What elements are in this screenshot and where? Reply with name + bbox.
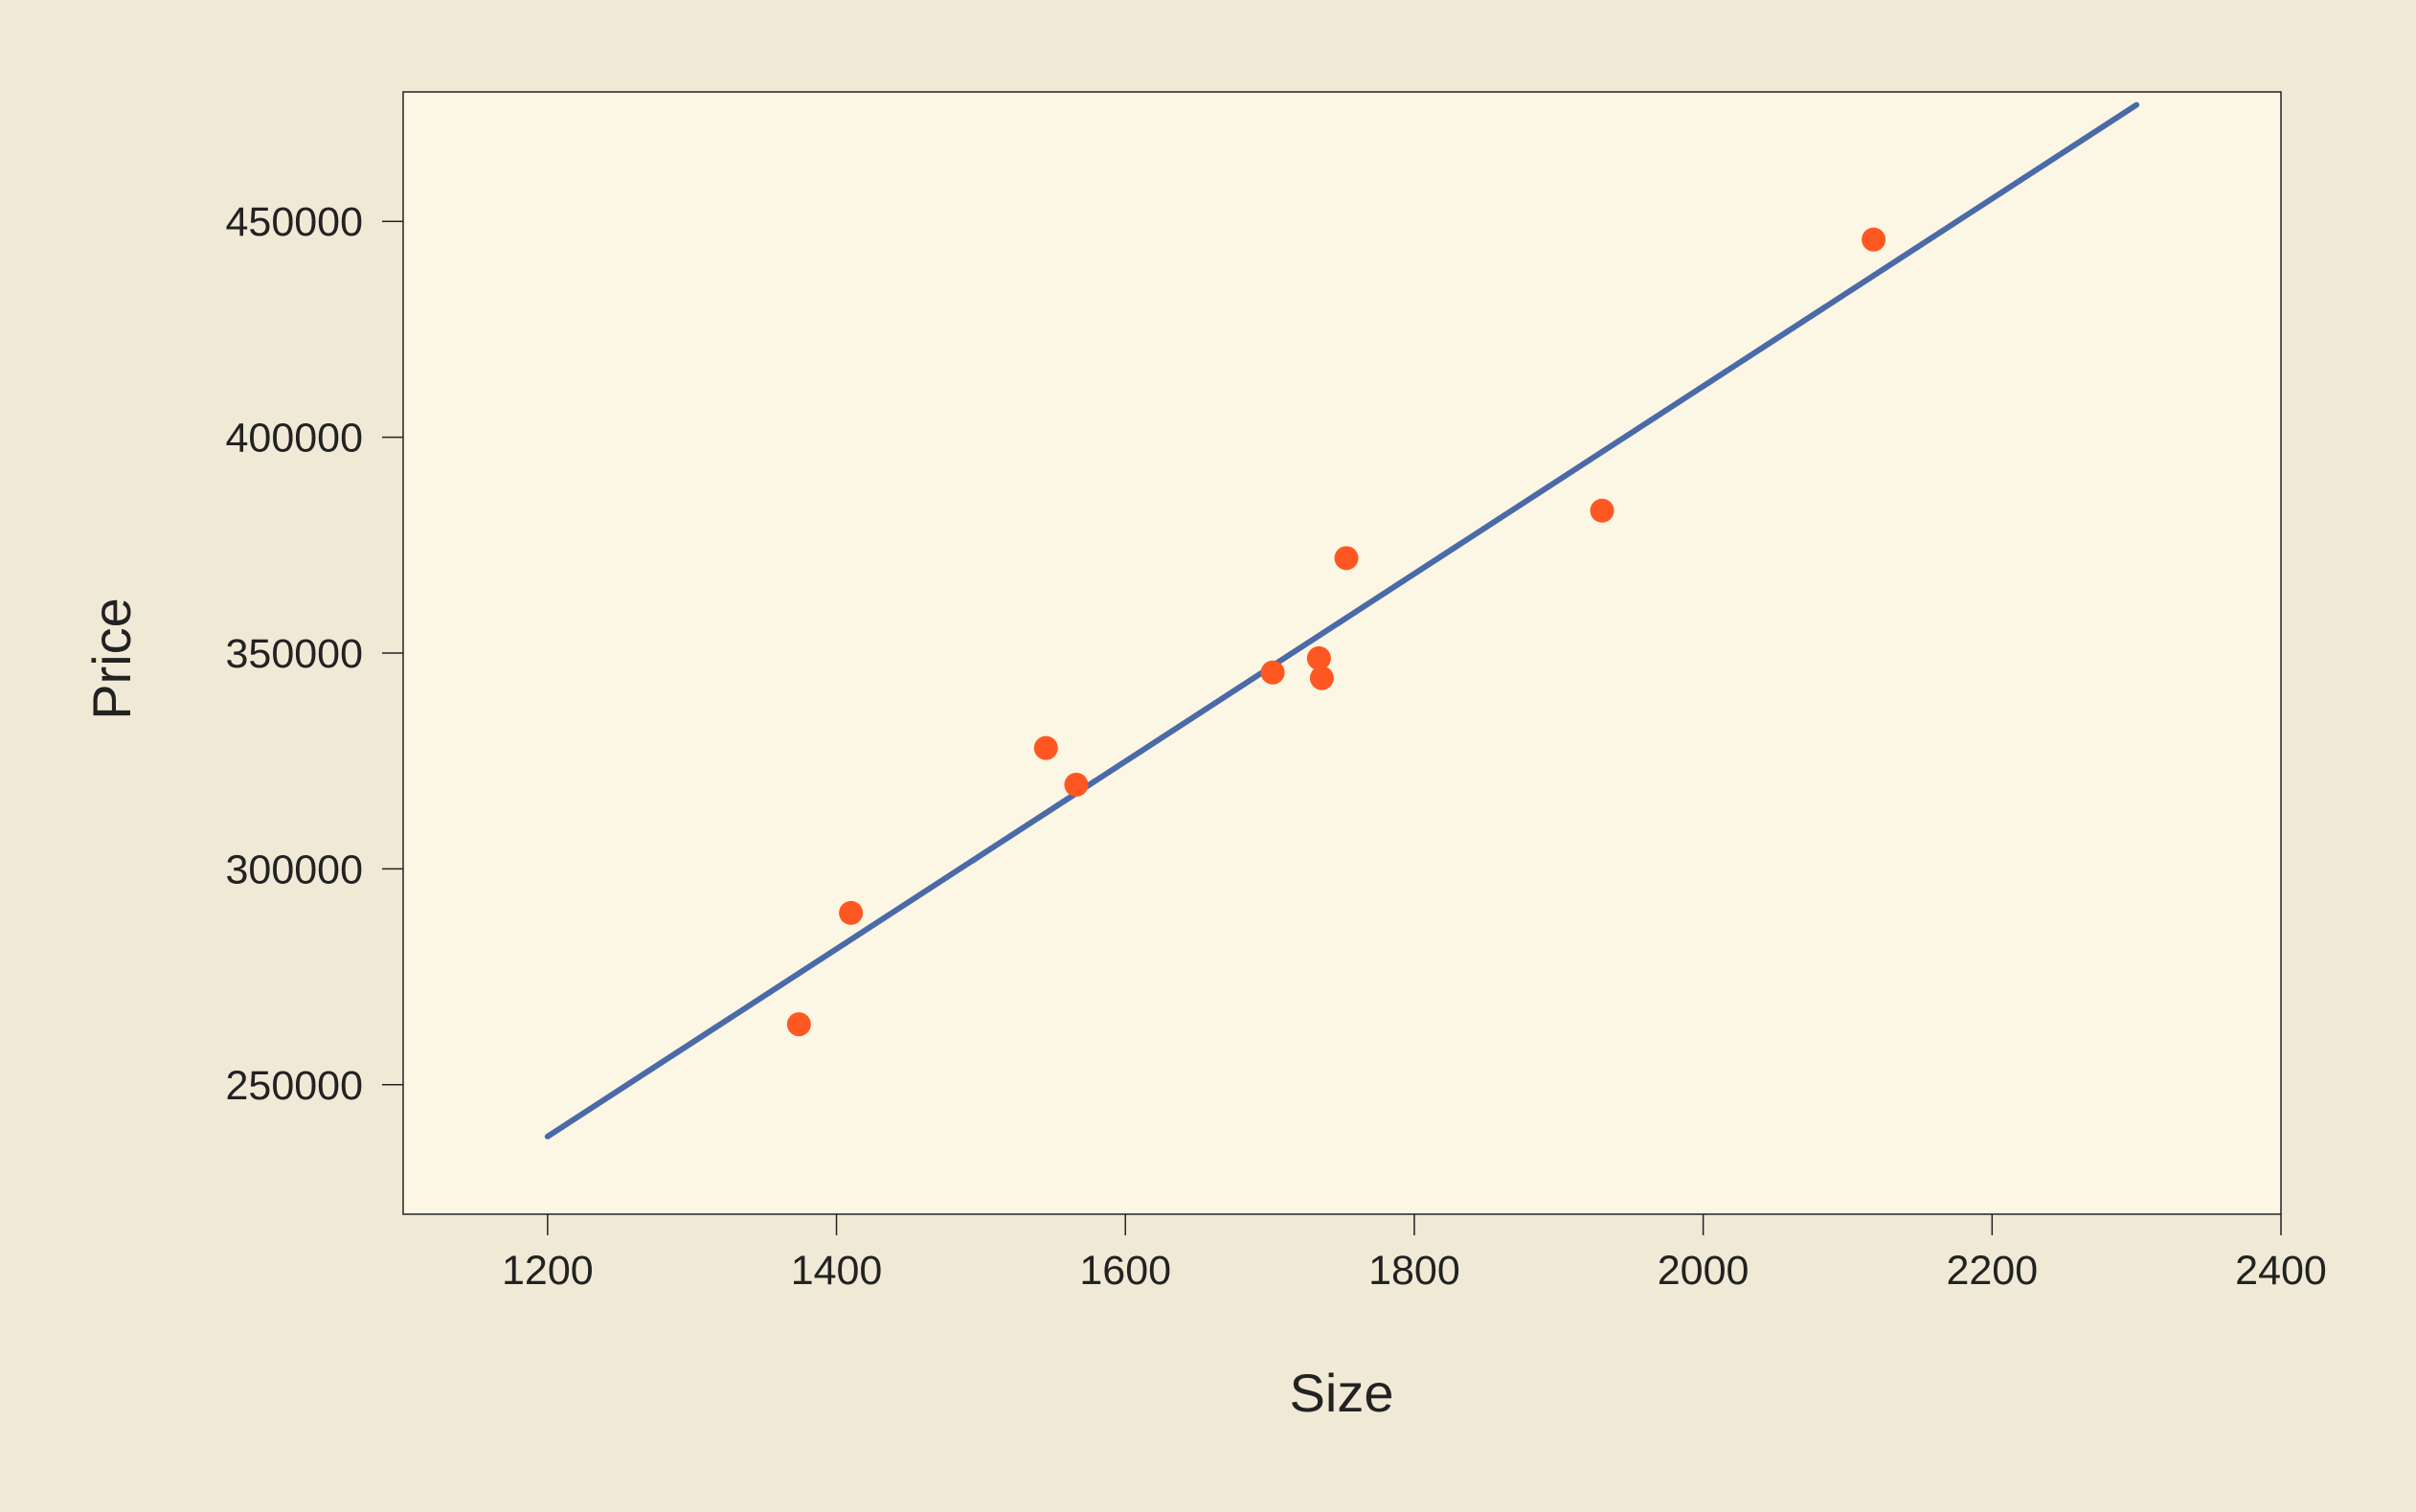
x-tick-label: 1600 [1079,1248,1171,1294]
data-point [1033,735,1058,760]
y-tick-label: 250000 [226,1063,364,1109]
x-tick-label: 1400 [791,1248,883,1294]
data-point [1862,227,1886,252]
data-point [1260,660,1285,685]
x-axis-title: Size [1290,1363,1394,1423]
y-axis-title: Price [81,598,142,720]
regression-line [544,102,2140,1140]
plot-marks [544,102,2140,1140]
x-axis: 1200 1400 1600 1800 2000 2200 2400 [502,1214,2327,1294]
data-point [786,1012,811,1037]
data-point [1334,546,1359,571]
x-tick-label: 2200 [1946,1248,2038,1294]
y-tick-label: 300000 [226,846,364,892]
data-point [1064,772,1089,797]
plot-frame [402,91,2282,1215]
data-point [1590,498,1614,523]
x-tick-label: 1200 [502,1248,594,1294]
y-tick-label: 450000 [226,199,364,245]
x-tick-label: 2000 [1658,1248,1750,1294]
y-axis: 250000 300000 350000 400000 450000 [226,199,403,1109]
y-tick-label: 400000 [226,416,364,462]
data-point [839,900,864,925]
y-tick-label: 350000 [226,631,364,677]
data-point [1306,645,1331,670]
x-tick-label: 1800 [1368,1248,1460,1294]
data-point [1309,666,1334,690]
x-tick-label: 2400 [2235,1248,2327,1294]
